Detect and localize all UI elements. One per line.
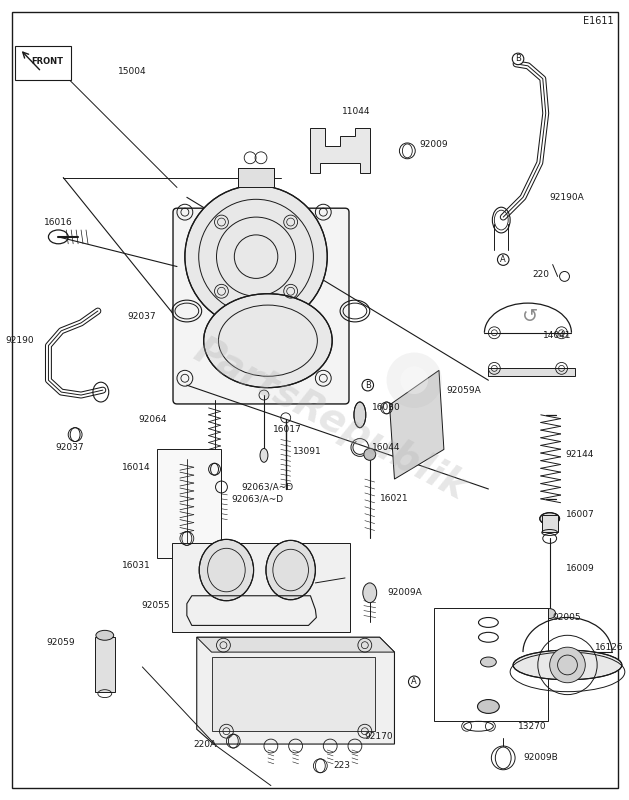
Circle shape <box>550 647 585 682</box>
Polygon shape <box>311 128 370 173</box>
Bar <box>434 608 548 722</box>
Ellipse shape <box>266 540 315 600</box>
Bar <box>157 450 221 558</box>
Text: 11044: 11044 <box>342 107 370 116</box>
Text: 92063/A~D: 92063/A~D <box>242 482 293 491</box>
Text: $\circlearrowleft$: $\circlearrowleft$ <box>518 306 538 326</box>
Text: 16044: 16044 <box>372 443 400 452</box>
Text: 13091: 13091 <box>292 447 321 456</box>
Ellipse shape <box>540 513 560 525</box>
Text: 92055: 92055 <box>142 601 170 610</box>
Ellipse shape <box>204 294 332 388</box>
Text: 92190A: 92190A <box>550 193 584 202</box>
Text: 92064: 92064 <box>138 415 167 424</box>
Text: 92037: 92037 <box>55 443 84 452</box>
Text: 16017: 16017 <box>273 425 302 434</box>
Bar <box>542 514 557 533</box>
Text: 92190: 92190 <box>5 336 33 345</box>
Bar <box>95 638 114 692</box>
Text: 92059A: 92059A <box>447 386 482 394</box>
Polygon shape <box>197 638 394 652</box>
Text: 16126: 16126 <box>595 642 624 652</box>
Text: PartsRepublik: PartsRepublik <box>187 332 473 508</box>
Text: 16016: 16016 <box>43 218 72 226</box>
FancyBboxPatch shape <box>15 46 71 80</box>
Ellipse shape <box>260 449 268 462</box>
Ellipse shape <box>354 402 366 428</box>
Text: 92005: 92005 <box>553 613 581 622</box>
Ellipse shape <box>481 657 496 667</box>
Text: 92059: 92059 <box>47 638 75 646</box>
Ellipse shape <box>543 609 555 618</box>
Bar <box>488 368 576 376</box>
Text: A: A <box>411 678 417 686</box>
Text: 16009: 16009 <box>565 563 594 573</box>
Circle shape <box>185 186 327 328</box>
Text: 92009A: 92009A <box>387 588 422 598</box>
Polygon shape <box>197 638 394 744</box>
Text: 14041: 14041 <box>543 331 571 340</box>
Ellipse shape <box>363 583 377 602</box>
Ellipse shape <box>199 539 253 601</box>
Text: 16007: 16007 <box>565 510 594 519</box>
Text: 16014: 16014 <box>121 462 150 472</box>
Circle shape <box>387 353 442 408</box>
Ellipse shape <box>364 449 376 460</box>
Text: 223: 223 <box>333 762 350 770</box>
Circle shape <box>401 366 428 394</box>
Polygon shape <box>389 370 444 479</box>
Ellipse shape <box>96 630 114 640</box>
Bar <box>172 543 350 632</box>
Text: 13270: 13270 <box>518 722 547 730</box>
Text: 16031: 16031 <box>121 561 150 570</box>
Text: B: B <box>515 54 521 63</box>
Ellipse shape <box>477 699 499 714</box>
Text: A: A <box>500 255 506 264</box>
Text: 220A: 220A <box>193 739 216 749</box>
Text: 15004: 15004 <box>118 67 147 76</box>
Text: 16021: 16021 <box>380 494 408 503</box>
Bar <box>211 657 375 731</box>
Text: FRONT: FRONT <box>31 58 64 66</box>
Bar <box>238 168 274 187</box>
Text: 92037: 92037 <box>128 313 156 322</box>
Text: 92063/A~D: 92063/A~D <box>231 494 284 503</box>
Text: B: B <box>365 381 370 390</box>
Text: E1611: E1611 <box>583 17 614 26</box>
Ellipse shape <box>513 650 622 680</box>
Text: 92144: 92144 <box>565 450 594 459</box>
Text: 16030: 16030 <box>372 403 401 413</box>
Text: 220: 220 <box>533 270 550 279</box>
FancyBboxPatch shape <box>173 208 349 404</box>
Text: 92009B: 92009B <box>523 754 558 762</box>
Text: 92170: 92170 <box>365 732 393 741</box>
Text: 92009: 92009 <box>419 141 448 150</box>
